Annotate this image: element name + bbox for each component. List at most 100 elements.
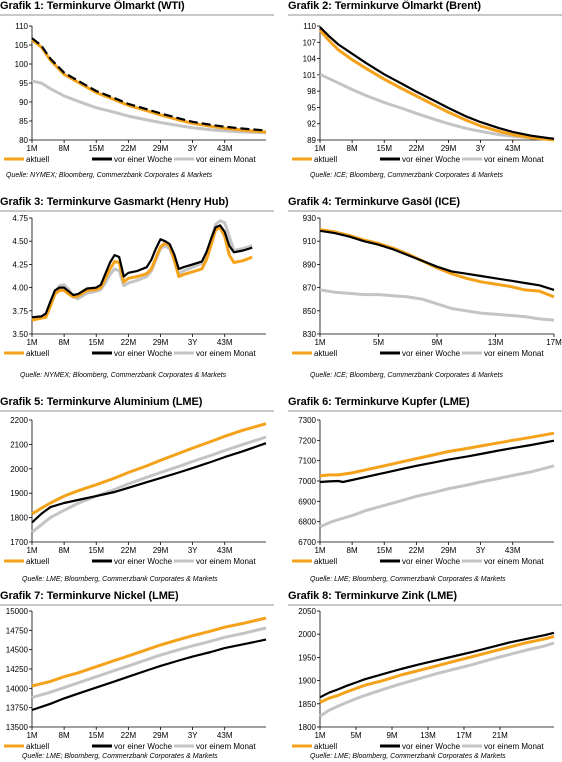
y-tick-label: 98	[307, 87, 316, 96]
chart-panel-8: Grafik 8: Terminkurve Zink (LME) 1800 185…	[288, 590, 562, 762]
y-tick-label: 2000	[298, 630, 316, 639]
legend-label-aktuell: aktuell	[314, 349, 337, 358]
series-line-woche	[319, 229, 555, 291]
chart-source: Quelle: LME; Bloomberg, Commerzbank Corp…	[310, 576, 506, 583]
legend-label-monat: vor einem Monat	[484, 557, 544, 566]
title-rule	[0, 210, 274, 212]
series-line-woche	[319, 26, 555, 140]
y-tick-label: 1850	[298, 700, 316, 709]
chart-title: Grafik 2: Terminkurve Ölmarkt (Brent)	[288, 0, 481, 12]
series-line-aktuell	[318, 29, 555, 142]
x-tick-label: 9M	[431, 338, 442, 347]
series-line-woche	[319, 631, 555, 699]
y-tick-label: 104	[303, 55, 317, 64]
x-tick-label: 43M	[217, 731, 233, 740]
series-line-aktuell	[31, 616, 267, 688]
x-tick-label: 43M	[217, 338, 233, 347]
x-tick-label: 15M	[88, 731, 104, 740]
x-tick-label: 3Y	[476, 546, 486, 555]
y-tick-label: 105	[15, 41, 29, 50]
x-tick-label: 8M	[59, 144, 70, 153]
title-rule	[0, 410, 274, 412]
x-tick-label: 8M	[59, 546, 70, 555]
y-tick-label: 80	[19, 136, 28, 145]
y-tick-label: 14000	[6, 684, 29, 693]
chart-title-prefix: Grafik 8:	[288, 590, 335, 602]
legend-label-woche: vor einer Woche	[402, 742, 461, 751]
legend-label-woche: vor einer Woche	[402, 557, 461, 566]
x-tick-label: 1M	[26, 338, 37, 347]
chart-title: Grafik 7: Terminkurve Nickel (LME)	[0, 590, 179, 602]
y-tick-label: 2000	[10, 465, 28, 474]
x-tick-label: 29M	[153, 338, 169, 347]
y-tick-label: 92	[307, 120, 316, 129]
legend-label-aktuell: aktuell	[26, 557, 49, 566]
y-tick-label: 6900	[298, 497, 316, 506]
legend-label-aktuell: aktuell	[314, 155, 337, 164]
x-tick-label: 1M	[26, 546, 37, 555]
y-tick-label: 7100	[298, 457, 316, 466]
x-tick-label: 22M	[409, 546, 425, 555]
x-tick-label: 43M	[217, 144, 233, 153]
y-tick-label: 4.75	[12, 214, 28, 223]
legend-label-aktuell: aktuell	[26, 349, 49, 358]
line-chart: 3.50 3.75 4.00 4.25 4.50 4.75 1M 8M 15M 22M 29M 3Y 4…	[4, 214, 266, 358]
x-tick-label: 13M	[488, 338, 504, 347]
series-line-aktuell	[31, 225, 253, 322]
title-rule	[0, 604, 274, 606]
x-tick-label: 15M	[376, 546, 392, 555]
x-tick-label: 15M	[88, 546, 104, 555]
y-tick-label: 7000	[298, 477, 316, 486]
title-rule	[288, 604, 562, 606]
y-tick-label: 1900	[298, 677, 316, 686]
x-tick-label: 15M	[88, 144, 104, 153]
y-tick-label: 1900	[10, 489, 28, 498]
y-tick-label: 3.75	[12, 307, 28, 316]
legend-label-monat: vor einem Monat	[484, 349, 544, 358]
series-line-aktuell	[31, 422, 267, 516]
y-tick-label: 95	[307, 103, 316, 112]
legend-label-monat: vor einem Monat	[196, 742, 256, 751]
series-line-monat	[319, 641, 555, 718]
legend-label-aktuell: aktuell	[26, 742, 49, 751]
x-tick-label: 43M	[505, 546, 521, 555]
title-rule	[0, 14, 274, 16]
series-line-monat	[319, 72, 555, 141]
chart-source: Quelle: LME; Bloomberg, Commerzbank Corp…	[310, 753, 506, 760]
y-tick-label: 110	[303, 22, 316, 31]
legend-label-woche: vor einer Woche	[402, 155, 461, 164]
x-tick-label: 5M	[373, 338, 384, 347]
x-tick-label: 29M	[441, 546, 457, 555]
y-tick-label: 100	[15, 60, 29, 69]
x-tick-label: 13M	[420, 731, 436, 740]
chart-title-prefix: Grafik 2:	[288, 0, 335, 12]
x-tick-label: 1M	[314, 338, 325, 347]
legend-label-monat: vor einem Monat	[196, 155, 256, 164]
line-chart: 89 92 95 98 101 104 107 110 1M 8M 15M 22M 29M 3Y 43M ak…	[292, 22, 555, 164]
x-tick-label: 8M	[59, 338, 70, 347]
legend-label-monat: vor einem Monat	[196, 349, 256, 358]
chart-panel-4: Grafik 4: Terminkurve Gasöl (ICE) 830 850…	[288, 196, 562, 386]
y-tick-label: 7200	[298, 436, 316, 445]
chart-title-main: Terminkurve Nickel (LME)	[46, 590, 179, 602]
x-tick-label: 9M	[386, 731, 397, 740]
x-tick-label: 1M	[314, 546, 325, 555]
chart-source: Quelle: NYMEX; Bloomberg, Commerzbank Co…	[20, 372, 227, 379]
x-tick-label: 1M	[314, 731, 325, 740]
x-tick-label: 22M	[121, 546, 137, 555]
x-tick-label: 29M	[153, 731, 169, 740]
y-tick-label: 6800	[298, 518, 316, 527]
y-tick-label: 830	[303, 330, 317, 339]
x-tick-label: 3Y	[188, 338, 198, 347]
series-line-woche	[319, 439, 555, 484]
y-tick-label: 1800	[10, 514, 28, 523]
x-tick-label: 1M	[26, 731, 37, 740]
x-tick-label: 3Y	[188, 546, 198, 555]
x-tick-label: 1M	[26, 144, 37, 153]
chart-panel-5: Grafik 5: Terminkurve Aluminium (LME) 17…	[0, 396, 274, 586]
y-tick-label: 2200	[10, 416, 28, 425]
y-tick-label: 13500	[6, 723, 29, 732]
line-chart: 1800 1850 1900 1950 2000 2050 1M 5M 9M 13M 17M 21M a…	[292, 607, 555, 751]
chart-title: Grafik 6: Terminkurve Kupfer (LME)	[288, 396, 470, 408]
title-rule	[288, 14, 562, 16]
